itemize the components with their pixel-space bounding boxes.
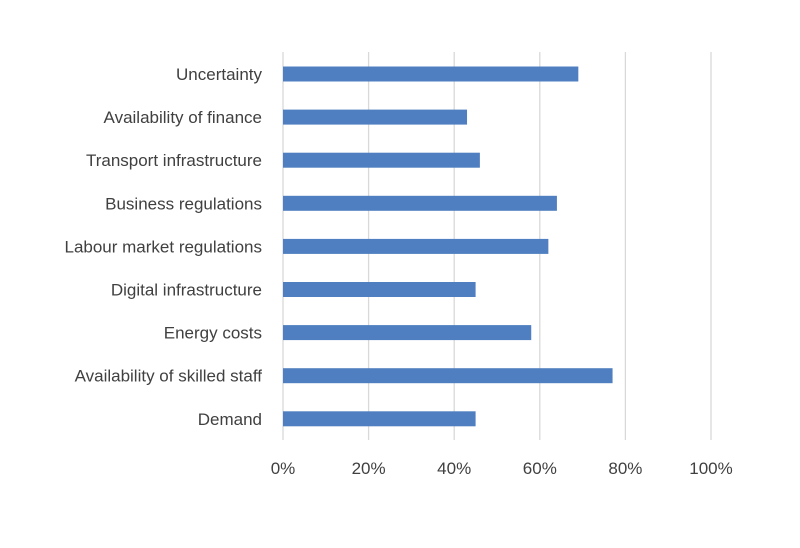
bars xyxy=(283,66,613,427)
category-label: Demand xyxy=(198,410,262,429)
category-label: Business regulations xyxy=(105,194,262,213)
x-tick-label: 100% xyxy=(689,459,732,478)
x-axis-tick-labels: 0% 20% 40% 60% 80% 100% xyxy=(271,459,733,478)
category-label: Transport infrastructure xyxy=(86,151,262,170)
x-tick-label: 0% xyxy=(271,459,296,478)
x-tick-label: 60% xyxy=(523,459,557,478)
bar-digital-infrastructure xyxy=(283,282,476,297)
bar-uncertainty xyxy=(283,66,579,82)
category-label: Labour market regulations xyxy=(64,237,262,256)
category-label: Digital infrastructure xyxy=(111,281,262,300)
bar-business-regulations xyxy=(283,195,557,211)
bar-demand xyxy=(283,411,476,427)
bar-transport-infrastructure xyxy=(283,152,480,168)
bar-labour-market-regulations xyxy=(283,238,549,254)
category-label: Availability of finance xyxy=(104,108,262,127)
x-tick-label: 80% xyxy=(608,459,642,478)
x-tick-label: 40% xyxy=(437,459,471,478)
category-label: Energy costs xyxy=(164,324,262,343)
bar-energy-costs xyxy=(283,325,532,341)
category-labels: Uncertainty Availability of finance Transp… xyxy=(64,65,262,429)
bar-availability-of-skilled-staff xyxy=(283,368,613,384)
category-label: Availability of skilled staff xyxy=(75,367,263,386)
category-label: Uncertainty xyxy=(176,65,262,84)
bar-availability-of-finance xyxy=(283,109,468,125)
x-tick-label: 20% xyxy=(352,459,386,478)
